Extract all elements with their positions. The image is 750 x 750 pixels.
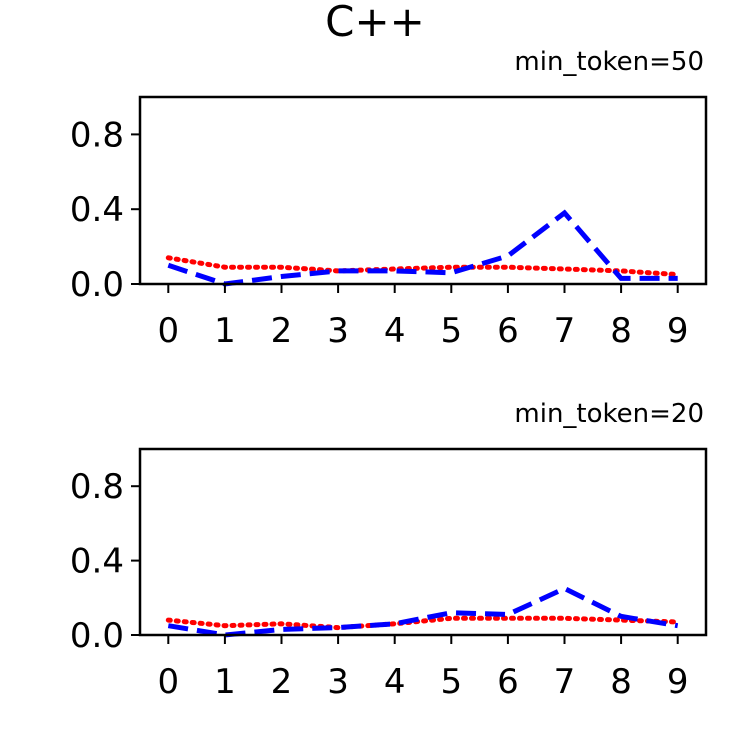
subplot-title: min_token=50 xyxy=(514,47,704,77)
y-tick-label: 0.0 xyxy=(70,616,124,656)
x-tick-label: 0 xyxy=(157,311,179,351)
y-tick-label: 0.8 xyxy=(70,115,124,155)
x-tick-label: 7 xyxy=(554,311,576,351)
x-tick-label: 3 xyxy=(327,662,349,702)
subplot-title: min_token=20 xyxy=(514,399,704,429)
subplot-min-token-20: min_token=20 0 1 2 3 4 5 6 7 8 9 0.0 0.4 0.8 xyxy=(70,399,708,702)
x-tick-label: 9 xyxy=(667,662,689,702)
x-tick-label: 9 xyxy=(667,311,689,351)
x-tick-label: 2 xyxy=(271,311,293,351)
x-tick-label: 7 xyxy=(554,662,576,702)
x-tick-label: 4 xyxy=(384,662,406,702)
figure-title: C++ xyxy=(325,0,425,46)
x-tick-label: 1 xyxy=(214,311,236,351)
x-tick-label: 6 xyxy=(497,662,519,702)
x-tick-label: 4 xyxy=(384,311,406,351)
x-tick-label: 3 xyxy=(327,311,349,351)
x-tick-label: 1 xyxy=(214,662,236,702)
y-tick-label: 0.4 xyxy=(70,542,124,582)
x-tick-label: 8 xyxy=(610,311,632,351)
series-line-red-dotted xyxy=(165,615,681,631)
x-tick-label: 0 xyxy=(157,662,179,702)
series-line-red-dotted xyxy=(165,255,681,278)
series-line-blue-dashed xyxy=(167,209,678,287)
plot-area-frame xyxy=(138,95,708,286)
plot-area-frame xyxy=(138,447,708,637)
x-tick-label: 5 xyxy=(440,311,462,351)
y-tick-label: 0.0 xyxy=(70,265,124,305)
x-tick-label: 8 xyxy=(610,662,632,702)
x-tick-label: 2 xyxy=(271,662,293,702)
x-tick-label: 5 xyxy=(440,662,462,702)
y-tick-label: 0.4 xyxy=(70,190,124,230)
x-tick-label: 6 xyxy=(497,311,519,351)
subplot-min-token-50: min_token=50 0 1 2 3 4 5 6 7 8 9 0.0 0.4 0.8 xyxy=(70,47,708,351)
series-line-blue-dashed xyxy=(167,585,679,638)
y-tick-label: 0.8 xyxy=(70,467,124,507)
